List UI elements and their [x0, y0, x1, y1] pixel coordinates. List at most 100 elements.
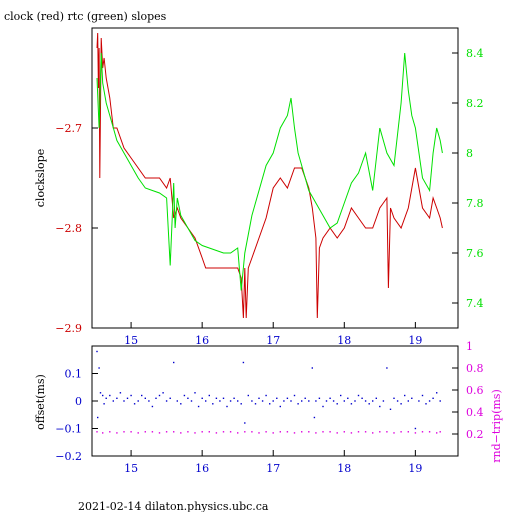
bottom-series-0-point — [304, 397, 306, 399]
bottom-series-1-point — [343, 431, 345, 433]
bottom-series-1-point — [265, 431, 267, 433]
bottom-series-0-point — [325, 400, 328, 402]
bottom-series-0-point — [276, 397, 278, 399]
top-plot: 15 16 17 18 19 −2.7 −2.8 −2.9 8.4 8.2 8 7.8 7.6 7.4 c… — [34, 27, 484, 347]
bottom-series-0-point — [382, 400, 385, 402]
top-y2-tick-label: 8 — [466, 147, 473, 160]
bottom-series-1-point — [407, 431, 409, 433]
bottom-series-0-point — [418, 400, 420, 402]
bottom-series-0-point — [386, 367, 388, 369]
bottom-series-0-point — [133, 403, 136, 405]
bottom-series-0-point — [258, 397, 260, 399]
bottom-series-1-point — [96, 431, 98, 433]
bottom-y-tick-label: 0.1 — [65, 368, 83, 381]
bottom-series-0-point — [130, 394, 132, 397]
bottom-series-1-point — [308, 431, 310, 433]
bottom-series-0-point — [272, 400, 274, 402]
bottom-series-0-point — [261, 400, 264, 402]
bottom-series-0-point — [244, 422, 246, 424]
bottom-series-0-point — [343, 400, 345, 402]
bottom-series-1-point — [244, 431, 246, 433]
bottom-series-1-point — [251, 431, 253, 433]
bottom-series-0-point — [311, 367, 313, 369]
bottom-series-1-point — [301, 431, 303, 433]
bottom-series-0-point — [400, 403, 402, 405]
bottom-series-0-point — [222, 397, 225, 399]
bottom-series-1-point — [237, 432, 239, 434]
bottom-series-0-point — [414, 427, 417, 430]
bottom-series-0-point — [372, 400, 374, 402]
bottom-series-0-point — [329, 397, 331, 399]
bottom-series-0-point — [109, 394, 111, 397]
bottom-series-1-point — [109, 431, 111, 433]
bottom-series-1-point — [272, 432, 274, 434]
bottom-series-0-point — [148, 400, 150, 402]
bottom-series-0-point — [212, 403, 214, 405]
bottom-x-tick-label: 18 — [337, 462, 351, 475]
bottom-series-1-point — [151, 431, 154, 433]
bottom-series-0-point — [144, 397, 146, 399]
chart-title: clock (red) rtc (green) slopes — [4, 10, 167, 23]
bottom-axes-group: 15 16 17 18 19 0.1 0 −0.1 −0.2 1 0.8 0.6 0.4 0.2 — [55, 340, 483, 475]
bottom-series-0-point — [237, 400, 239, 402]
bottom-series-0-point — [364, 400, 367, 402]
bottom-series-0-point — [293, 394, 296, 397]
bottom-series-0-point — [215, 397, 218, 399]
bottom-series-1-point — [229, 431, 232, 433]
bottom-series-0-point — [308, 400, 310, 402]
bottom-series-0-point — [404, 394, 406, 397]
bottom-series-0-point — [97, 416, 99, 419]
bottom-y2-tick-label: 0.4 — [466, 406, 484, 419]
bottom-series-1-point — [350, 432, 353, 434]
bottom-series-0-point — [155, 397, 157, 399]
bottom-series-1-point — [130, 431, 132, 433]
bottom-series-0-point — [290, 400, 292, 402]
bottom-series-0-point — [194, 392, 196, 394]
bottom-series-1-point — [222, 431, 225, 433]
bottom-series-0-point — [411, 397, 413, 399]
bottom-series-1-point — [158, 432, 161, 434]
bottom-series-0-point — [180, 403, 182, 405]
bottom-series-0-point — [123, 400, 125, 402]
bottom-series-0-point — [425, 403, 427, 405]
bottom-series-0-point — [205, 400, 207, 402]
top-y2-tick-label: 7.8 — [466, 197, 484, 210]
bottom-series-0-point — [229, 400, 232, 402]
top-axes-group: 15 16 17 18 19 −2.7 −2.8 −2.9 8.4 8.2 8 7.8 7.6 7.4 — [55, 47, 483, 347]
bottom-series-0-point — [407, 400, 409, 402]
bottom-series-1-point — [336, 432, 338, 434]
bottom-series-0-point — [396, 400, 399, 402]
bottom-series-0-point — [201, 397, 203, 399]
bottom-y-tick-label: 0 — [75, 395, 82, 408]
bottom-series-1-point — [386, 431, 388, 433]
bottom-y-axis-label: offset(ms) — [34, 374, 47, 430]
bottom-series-0-point — [158, 394, 161, 397]
top-x-tick-label: 16 — [195, 334, 209, 347]
bottom-plot: 15 16 17 18 19 0.1 0 −0.1 −0.2 1 0.8 0.6 0.4 0.2 offs… — [34, 340, 503, 475]
bottom-series-1-point — [258, 432, 260, 434]
top-y-axis-label: clockslope — [34, 149, 47, 207]
bottom-series-1-point — [123, 431, 125, 433]
bottom-series-0-point — [286, 397, 289, 399]
bottom-series-0-point — [393, 397, 395, 399]
bottom-series-0-point — [340, 394, 342, 397]
bottom-series-1-point — [357, 431, 360, 433]
footer-text: 2021-02-14 dilaton.physics.ubc.ca — [78, 500, 269, 512]
bottom-series-0-point — [251, 400, 253, 402]
bottom-y2-axis-label: rnd−trip(ms) — [490, 389, 503, 463]
bottom-y2-tick-label: 0.8 — [466, 362, 484, 375]
bottom-series-group — [96, 350, 441, 434]
bottom-series-1-point — [194, 432, 196, 434]
bottom-series-0-point — [432, 397, 434, 399]
bottom-series-0-point — [183, 394, 186, 397]
top-series-group — [96, 32, 443, 319]
bottom-series-0-point — [350, 403, 353, 405]
bottom-series-0-point — [141, 394, 143, 397]
top-y2-tick-label: 7.6 — [466, 247, 484, 260]
bottom-series-0-point — [265, 394, 267, 397]
bottom-series-0-point — [436, 392, 438, 394]
bottom-x-tick-label: 16 — [195, 462, 209, 475]
bottom-series-0-point — [165, 400, 168, 402]
bottom-series-1-point — [137, 432, 139, 434]
bottom-series-0-point — [176, 400, 178, 402]
